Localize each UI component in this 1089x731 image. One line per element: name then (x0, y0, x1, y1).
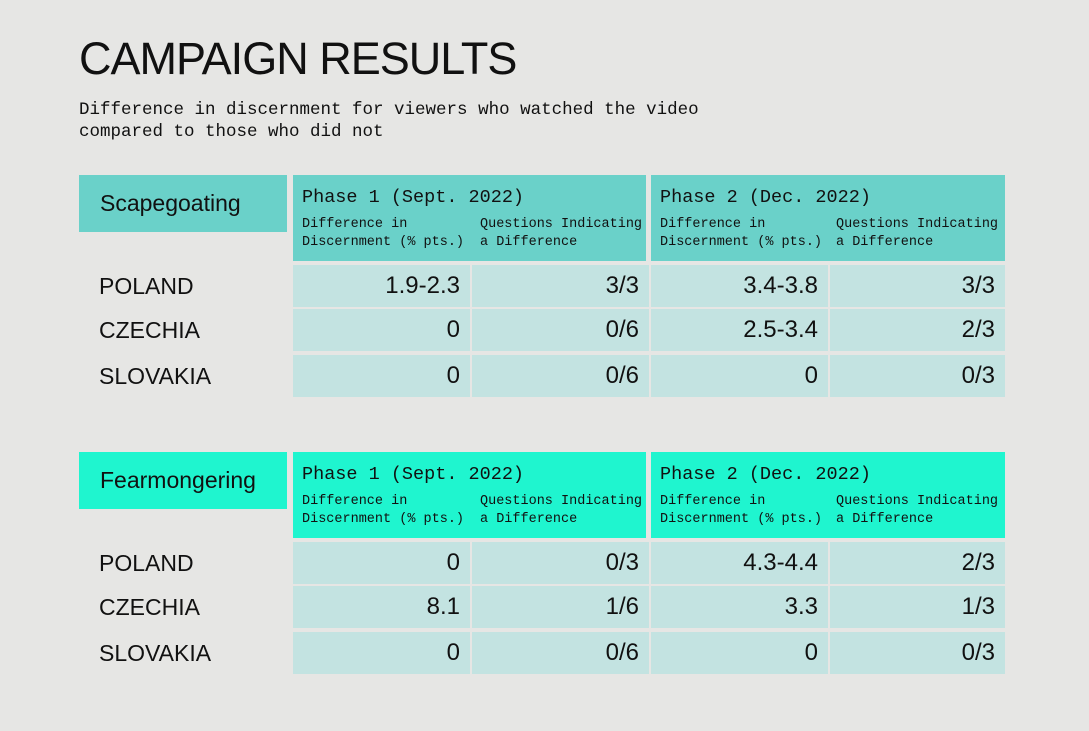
table-cell: 3.3 (651, 586, 828, 628)
table-cell: 0/6 (472, 355, 649, 397)
column-header-discernment: Difference in Discernment (% pts.) (660, 217, 823, 250)
phase-header: Phase 2 (Dec. 2022) Difference in Discern… (651, 452, 1005, 538)
column-header-questions: Questions Indicating a Difference (836, 494, 999, 527)
table-cell: 3/3 (472, 265, 649, 307)
table-cell: 3.4-3.8 (651, 265, 828, 307)
table-cell: 0/3 (830, 355, 1005, 397)
table-cell: 2.5-3.4 (651, 309, 828, 351)
page-title: CAMPAIGN RESULTS (79, 33, 517, 84)
table-cell: 0/6 (472, 632, 649, 674)
section-label: Fearmongering (79, 452, 287, 509)
phase-title: Phase 2 (Dec. 2022) (660, 464, 871, 485)
table-cell: 8.1 (293, 586, 470, 628)
column-header-discernment: Difference in Discernment (% pts.) (302, 494, 465, 527)
row-label-slovakia: SLOVAKIA (99, 362, 212, 389)
table-cell: 0/3 (472, 542, 649, 584)
column-header-discernment: Difference in Discernment (% pts.) (660, 494, 823, 527)
phase-header: Phase 2 (Dec. 2022) Difference in Discern… (651, 175, 1005, 261)
table-cell: 0 (651, 632, 828, 674)
section-fearmongering: Fearmongering Phase 1 (Sept. 2022) Differe… (79, 452, 1005, 678)
phase-header: Phase 1 (Sept. 2022) Difference in Discer… (293, 452, 646, 538)
column-header-questions: Questions Indicating a Difference (480, 494, 643, 527)
table-cell: 0/3 (830, 632, 1005, 674)
phase-title: Phase 2 (Dec. 2022) (660, 187, 871, 208)
table-cell: 1/6 (472, 586, 649, 628)
phase-header: Phase 1 (Sept. 2022) Difference in Discer… (293, 175, 646, 261)
phase-title: Phase 1 (Sept. 2022) (302, 464, 525, 485)
table-cell: 1.9-2.3 (293, 265, 470, 307)
row-label-czechia: CZECHIA (99, 316, 200, 343)
table-cell: 2/3 (830, 542, 1005, 584)
column-header-questions: Questions Indicating a Difference (836, 217, 999, 250)
table-cell: 0 (651, 355, 828, 397)
column-header-questions: Questions Indicating a Difference (480, 217, 643, 250)
table-cell: 0 (293, 355, 470, 397)
page-subtitle: Difference in discernment for viewers wh… (79, 99, 799, 143)
table-cell: 3/3 (830, 265, 1005, 307)
row-label-czechia: CZECHIA (99, 593, 200, 620)
table-cell: 0 (293, 632, 470, 674)
table-cell: 0 (293, 309, 470, 351)
row-label-slovakia: SLOVAKIA (99, 639, 212, 666)
table-cell: 4.3-4.4 (651, 542, 828, 584)
table-cell: 1/3 (830, 586, 1005, 628)
column-header-discernment: Difference in Discernment (% pts.) (302, 217, 465, 250)
subtitle-text: Difference in discernment for viewers wh… (79, 100, 699, 142)
section-label: Scapegoating (79, 175, 287, 232)
table-cell: 0/6 (472, 309, 649, 351)
section-scapegoating: Scapegoating Phase 1 (Sept. 2022) Differen… (79, 175, 1005, 401)
row-label-poland: POLAND (99, 272, 194, 299)
table-cell: 0 (293, 542, 470, 584)
row-label-poland: POLAND (99, 549, 194, 576)
phase-title: Phase 1 (Sept. 2022) (302, 187, 525, 208)
table-cell: 2/3 (830, 309, 1005, 351)
